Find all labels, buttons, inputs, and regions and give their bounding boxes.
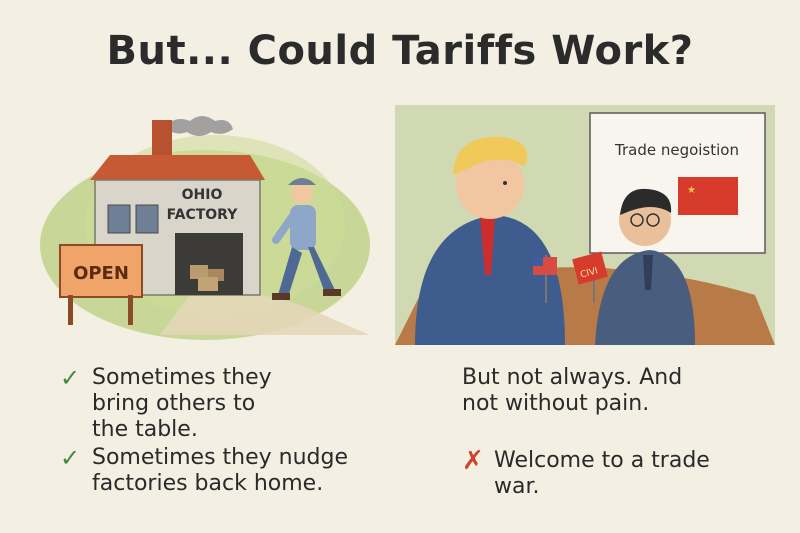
flag-text: CIVI (579, 266, 599, 280)
factory-illustration: OHIO FACTORY OPEN (40, 105, 370, 345)
text-line: But not always. And (462, 365, 683, 390)
point-nudge-factories: ✓ Sometimes they nudge factories back ho… (60, 445, 390, 497)
open-sign-label: OPEN (73, 263, 129, 284)
negotiation-illustration: Trade negoistion ★ CIVI (395, 105, 775, 345)
worker-figure (272, 178, 341, 300)
man-right (595, 188, 695, 345)
factory-sign-line2: FACTORY (167, 207, 239, 223)
text-line: war. (494, 474, 540, 499)
china-flag-board (678, 177, 738, 215)
check-icon: ✓ (60, 444, 81, 472)
factory-sign-line1: OHIO (182, 187, 223, 203)
text-line: bring others to (92, 391, 256, 416)
text-line: the table. (92, 417, 198, 442)
cross-icon: ✗ (462, 446, 484, 476)
board-label: Trade negoistion (614, 141, 739, 159)
svg-text:★: ★ (687, 185, 696, 196)
point-bring-others: ✓ Sometimes they bring others to the tab… (60, 365, 390, 443)
page-title: But... Could Tariffs Work? (106, 28, 694, 74)
right-caveat: But not always. And not without pain. (462, 365, 762, 417)
left-points: ✓ Sometimes they bring others to the tab… (60, 365, 390, 499)
text-line: factories back home. (92, 471, 324, 496)
smoke (165, 116, 233, 136)
text-line: Sometimes they (92, 365, 272, 390)
text-line: Sometimes they nudge (92, 445, 349, 470)
chimney (152, 120, 172, 165)
civi-flag-desk: CIVI (572, 251, 608, 303)
negotiation-board (589, 112, 766, 254)
us-flag-desk (533, 255, 557, 303)
check-icon: ✓ (60, 364, 81, 392)
dirt-path (160, 291, 370, 335)
factory-roof (90, 155, 265, 180)
text-line: Welcome to a trade (494, 448, 710, 473)
trade-war-point: ✗ Welcome to a trade war. (462, 448, 762, 502)
man-left (415, 136, 565, 345)
open-sign (59, 244, 143, 298)
text-line: not without pain. (462, 391, 650, 416)
